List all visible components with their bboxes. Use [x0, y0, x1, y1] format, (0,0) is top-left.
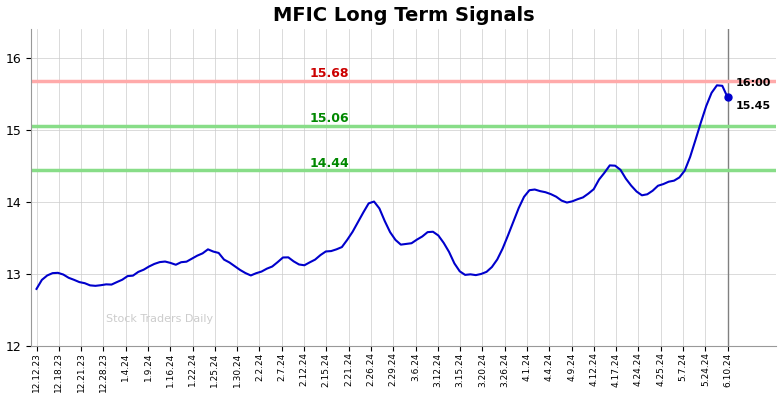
Text: 14.44: 14.44 — [309, 157, 349, 170]
Text: 15.68: 15.68 — [309, 67, 349, 80]
Title: MFIC Long Term Signals: MFIC Long Term Signals — [273, 6, 535, 25]
Text: 16:00: 16:00 — [735, 78, 771, 88]
Text: Stock Traders Daily: Stock Traders Daily — [106, 314, 212, 324]
Text: 15.45: 15.45 — [735, 101, 771, 111]
Text: 15.06: 15.06 — [309, 112, 349, 125]
